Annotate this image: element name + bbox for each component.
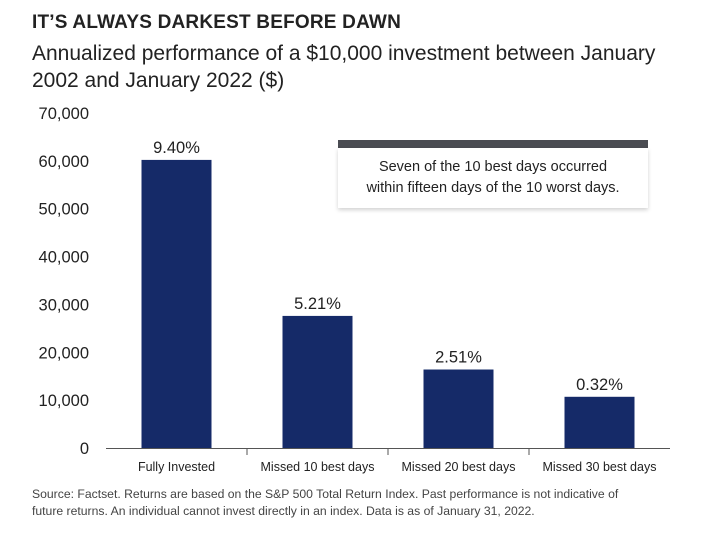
y-tick-label: 60,000 [39,153,89,171]
bar-data-label: 0.32% [576,376,623,394]
x-category-label: Fully Invested [138,460,215,474]
footnote-line-2: future returns. An individual cannot inv… [32,504,535,518]
chart-subtitle: Annualized performance of a $10,000 inve… [32,42,656,92]
bar-data-label: 5.21% [294,295,341,313]
y-tick-label: 50,000 [39,201,89,219]
x-category-label: Missed 10 best days [261,460,375,474]
bar [423,369,494,448]
x-category-label: Missed 20 best days [402,460,516,474]
callout-text-line-2: within fifteen days of the 10 worst days… [366,180,620,196]
y-tick-label: 10,000 [39,392,89,410]
callout-text-line-1: Seven of the 10 best days occurred [378,159,608,175]
y-tick-label: 40,000 [39,249,89,267]
footnote-line-1: Source: Factset. Returns are based on th… [32,487,619,501]
chart-kicker-title: IT’S ALWAYS DARKEST BEFORE DAWN [32,12,401,33]
bar-chart: 0 10,000 20,000 30,000 40,000 50,000 60,000 70,… [39,105,670,474]
callout-annotation: Seven of the 10 best days occurred withi… [338,140,648,208]
bar [141,159,212,448]
bar-data-label: 2.51% [435,349,482,367]
y-tick-label: 70,000 [39,105,89,123]
bar-data-label: 9.40% [153,139,200,157]
bar [564,396,635,448]
callout-box: Seven of the 10 best days occurred withi… [338,148,648,208]
x-category-label: Missed 30 best days [543,460,657,474]
y-tick-label: 0 [80,440,89,458]
bar [282,315,353,448]
y-tick-label: 20,000 [39,344,89,362]
callout-accent-bar [338,140,648,148]
y-tick-label: 30,000 [39,296,89,314]
source-footnote: Source: Factset. Returns are based on th… [32,486,682,520]
